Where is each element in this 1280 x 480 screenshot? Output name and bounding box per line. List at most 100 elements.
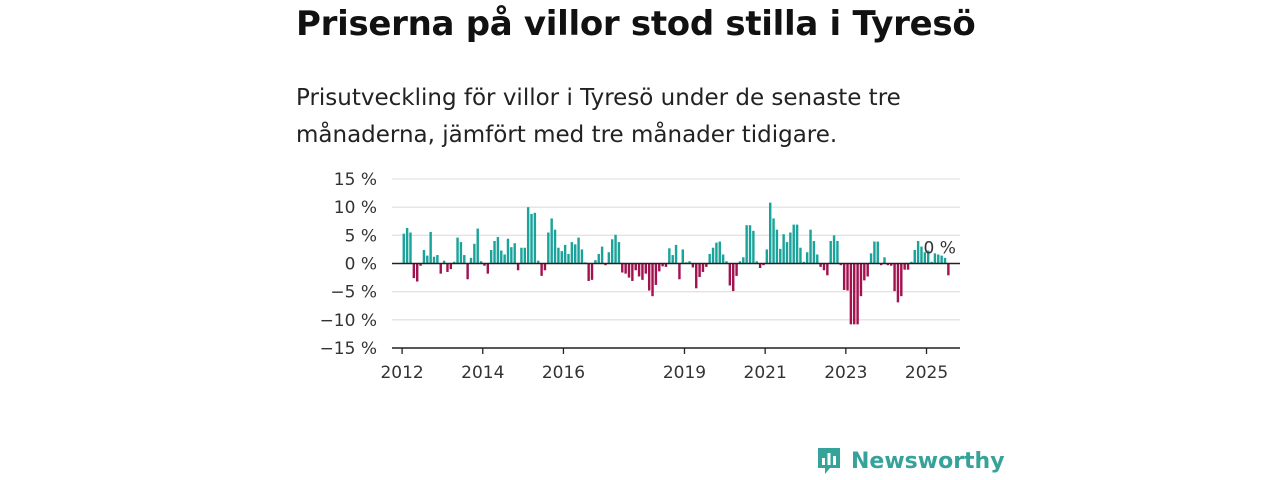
bar — [926, 250, 930, 264]
bar — [711, 247, 715, 264]
bar — [883, 257, 886, 264]
bar — [540, 263, 543, 276]
bar — [631, 263, 634, 281]
bar — [775, 229, 779, 264]
bar — [483, 263, 486, 266]
bar — [940, 255, 943, 264]
bar — [520, 247, 523, 264]
bar — [765, 249, 769, 264]
bar — [933, 253, 937, 264]
bar — [644, 263, 648, 274]
bar — [947, 263, 950, 276]
bar — [580, 249, 584, 264]
bar — [896, 263, 900, 303]
bar — [789, 232, 792, 264]
bar — [466, 263, 469, 280]
bar — [735, 263, 738, 276]
x-tick-label: 2021 — [744, 363, 787, 383]
bar — [718, 241, 721, 264]
bar — [886, 263, 890, 266]
bar — [479, 261, 483, 264]
bar — [839, 263, 842, 266]
bar — [486, 263, 490, 274]
x-tick-label: 2012 — [380, 363, 423, 383]
bar — [715, 242, 718, 264]
bar — [762, 263, 765, 266]
bar — [570, 242, 574, 264]
bar — [600, 246, 604, 264]
bar — [439, 263, 442, 274]
bar — [510, 247, 513, 264]
bar — [587, 263, 590, 281]
bar — [550, 218, 553, 264]
y-tick-label: 0 % — [345, 255, 377, 275]
bar — [674, 244, 678, 264]
bar — [493, 240, 496, 264]
bars — [402, 202, 950, 325]
bar — [879, 263, 883, 266]
bar — [758, 263, 762, 269]
bar — [449, 263, 453, 270]
bar — [597, 253, 600, 264]
bar — [590, 263, 594, 280]
bar — [405, 228, 409, 264]
bar — [473, 243, 476, 264]
bar — [691, 263, 695, 268]
bar — [728, 263, 732, 286]
bar — [432, 256, 436, 264]
bar — [436, 255, 439, 264]
bar — [910, 261, 913, 264]
bar — [637, 263, 641, 277]
bar — [913, 249, 916, 264]
bar — [604, 263, 607, 266]
bar — [688, 261, 691, 264]
bar — [748, 225, 752, 264]
bar — [782, 234, 785, 264]
bar — [594, 260, 597, 264]
bar — [476, 228, 479, 264]
y-tick-label: −15 % — [320, 339, 377, 359]
chart-subtitle: Prisutveckling för villor i Tyresö under… — [296, 85, 901, 148]
bar — [654, 263, 658, 285]
bar — [805, 252, 809, 264]
bar — [846, 263, 849, 291]
bar — [795, 224, 799, 264]
bar — [708, 253, 711, 264]
bar — [614, 234, 617, 264]
bar — [429, 231, 432, 264]
bar — [496, 237, 500, 264]
bar — [705, 263, 708, 267]
bar — [836, 240, 839, 264]
bar — [752, 230, 755, 264]
bar — [503, 254, 506, 264]
bar — [658, 263, 661, 272]
bar — [822, 263, 826, 271]
bar — [745, 225, 748, 264]
bar — [869, 253, 873, 264]
bar — [903, 263, 906, 270]
bar — [557, 247, 560, 264]
bar — [812, 240, 816, 264]
bar — [698, 263, 701, 278]
bar — [842, 263, 846, 290]
bar — [809, 229, 812, 264]
bar — [826, 263, 829, 276]
last-value-annotation: 0 % — [924, 239, 956, 259]
brand-logo[interactable]: Newsworthy — [816, 444, 1005, 478]
bar — [923, 252, 927, 264]
bar — [489, 249, 493, 264]
x-tick-label: 2019 — [663, 363, 706, 383]
bar — [732, 263, 735, 292]
bar — [422, 249, 426, 264]
x-tick-label: 2016 — [542, 363, 585, 383]
bar — [513, 243, 516, 264]
bar — [906, 263, 910, 270]
bar — [681, 249, 684, 264]
bar — [647, 263, 651, 291]
bar — [419, 263, 422, 266]
bar — [533, 212, 537, 264]
chart-title: Priserna på villor stod stilla i Tyresö — [296, 4, 976, 44]
bar — [856, 263, 859, 325]
y-tick-label: 10 % — [334, 198, 377, 218]
bar — [819, 263, 822, 267]
